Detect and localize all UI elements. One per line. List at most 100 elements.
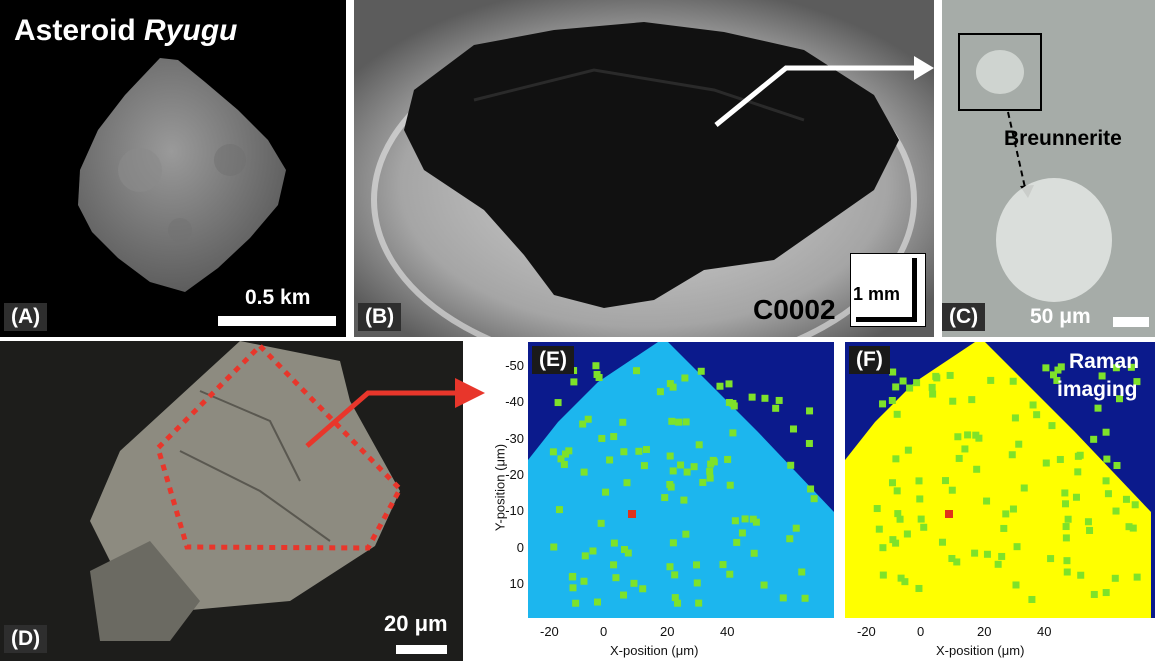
- pixel-marker: [1033, 411, 1041, 419]
- panel-label-f: (F): [849, 346, 890, 374]
- pixel-marker: [892, 539, 900, 547]
- pixel-marker: [897, 574, 905, 582]
- pixel-marker: [579, 420, 587, 428]
- pixel-marker: [1074, 468, 1082, 476]
- pixel-marker: [949, 397, 957, 405]
- pixel-marker: [674, 599, 682, 607]
- pixel-marker: [668, 417, 676, 425]
- pixel-marker: [550, 543, 558, 551]
- pixel-marker: [581, 552, 589, 560]
- pixel-marker: [786, 535, 794, 543]
- pixel-marker: [1042, 459, 1050, 467]
- pixel-marker: [1102, 589, 1110, 597]
- pixel-marker: [1111, 574, 1119, 582]
- pixel-marker: [677, 461, 685, 469]
- pixel-marker: [971, 549, 979, 557]
- pixel-marker: [994, 560, 1002, 568]
- pixel-marker: [929, 390, 937, 398]
- pixel-marker: [669, 539, 677, 547]
- pixel-marker: [888, 396, 896, 404]
- pixel-marker: [693, 579, 701, 587]
- pixel-marker: [731, 517, 739, 525]
- pixel-marker: [904, 446, 912, 454]
- x-tick-label: -20: [857, 624, 876, 639]
- pixel-marker: [554, 399, 562, 407]
- pixel-marker: [1013, 543, 1021, 551]
- scale-bar-b-vertical: [912, 258, 917, 322]
- pixel-marker: [961, 445, 969, 453]
- pixel-marker: [805, 439, 813, 447]
- pixel-marker: [899, 377, 907, 385]
- grain-micrograph-graphic: [90, 341, 460, 641]
- x-axis-label-f: X-position (μm): [936, 643, 1025, 658]
- pixel-marker: [675, 418, 683, 426]
- pixel-marker: [1020, 484, 1028, 492]
- y-tick-label: -10: [505, 503, 524, 519]
- pixel-marker: [954, 433, 962, 441]
- pixel-marker: [724, 455, 732, 463]
- panel-b-sample-image: C0002 1 mm (B): [354, 0, 934, 337]
- panel-label-d: (D): [4, 625, 48, 653]
- pixel-marker: [555, 506, 563, 514]
- panel-a-title: Asteroid Ryugu: [14, 14, 237, 48]
- pixel-marker: [671, 571, 679, 579]
- pixel-marker: [1048, 422, 1056, 430]
- pixel-marker: [760, 581, 768, 589]
- pixel-marker: [938, 538, 946, 546]
- pixel-marker: [560, 460, 568, 468]
- pixel-marker: [1002, 510, 1010, 518]
- pixel-marker: [681, 374, 689, 382]
- pixel-marker: [987, 376, 995, 384]
- pixel-marker: [892, 383, 900, 391]
- scale-label-c: 50 μm: [1030, 305, 1091, 328]
- x-tick-label: 0: [917, 624, 925, 639]
- pixel-marker: [903, 530, 911, 538]
- pixel-marker: [893, 487, 901, 495]
- pixel-marker: [1086, 526, 1094, 534]
- pixel-marker: [1102, 477, 1110, 485]
- pixel-marker: [593, 370, 601, 378]
- pixel-marker: [1102, 428, 1110, 436]
- x-tick-label: 40: [1037, 624, 1052, 639]
- pixel-marker: [915, 584, 923, 592]
- title-main: Asteroid: [14, 14, 145, 47]
- pixel-marker: [946, 371, 954, 379]
- pixel-marker: [972, 431, 980, 439]
- pixel-marker: [889, 368, 897, 376]
- pixel-marker: [875, 525, 883, 533]
- pixel-marker: [561, 450, 569, 458]
- red-arrow-head: [455, 378, 485, 408]
- mineral-label: Breunnerite: [1004, 127, 1122, 150]
- pixel-marker: [592, 362, 600, 370]
- red-pixel: [628, 510, 636, 518]
- pixel-marker: [915, 477, 923, 485]
- pixel-marker: [549, 448, 557, 456]
- pixel-marker: [779, 594, 787, 602]
- pixel-marker: [775, 396, 783, 404]
- pixel-marker: [955, 454, 963, 462]
- x-tick-label: 0: [600, 624, 608, 639]
- scale-bar-c: [1113, 317, 1149, 327]
- scale-label-d: 20 μm: [384, 611, 448, 636]
- pixel-marker: [807, 485, 815, 493]
- phase-region: [528, 342, 834, 618]
- panel-c-breunnerite-image: Breunnerite 50 μm (C): [942, 0, 1155, 337]
- pixel-marker: [690, 463, 698, 471]
- panel-label-b: (B): [358, 303, 402, 331]
- y-tick-label: 10: [509, 575, 524, 591]
- scale-bar-d: [396, 645, 447, 654]
- pixel-marker: [669, 467, 677, 475]
- map-e-graphic: [528, 342, 834, 618]
- map-f-graphic: [845, 342, 1151, 618]
- y-tick-label: -30: [505, 430, 524, 446]
- pixel-marker: [661, 494, 669, 502]
- raman-label-line2: imaging: [1057, 378, 1138, 401]
- pixel-marker: [1000, 524, 1008, 532]
- pixel-marker: [610, 561, 618, 569]
- pixel-marker: [1122, 495, 1130, 503]
- pixel-marker: [913, 379, 921, 387]
- pixel-marker: [635, 447, 643, 455]
- pixel-marker: [666, 563, 674, 571]
- pixel-marker: [789, 425, 797, 433]
- pixel-marker: [1062, 523, 1070, 531]
